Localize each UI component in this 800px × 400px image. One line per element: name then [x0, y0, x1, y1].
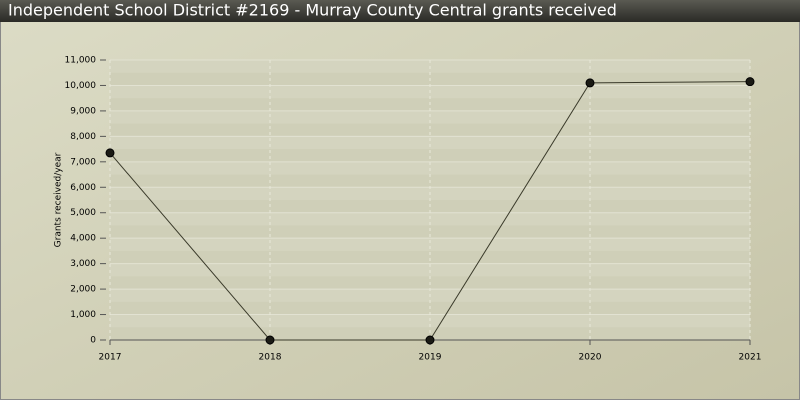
title-bar — [0, 0, 800, 22]
y-tick-label: 10,000 — [65, 81, 97, 91]
x-tick-label: 2020 — [579, 353, 602, 363]
chart-title: Independent School District #2169 - Murr… — [8, 1, 617, 20]
x-tick-label: 2017 — [99, 353, 122, 363]
y-tick-label: 3,000 — [70, 259, 96, 269]
y-tick-label: 7,000 — [70, 157, 96, 167]
y-tick-label: 9,000 — [70, 106, 96, 116]
point — [585, 78, 595, 88]
x-tick-label: 2018 — [259, 353, 282, 363]
point — [265, 335, 275, 345]
point — [425, 335, 435, 345]
y-tick-label: 6,000 — [70, 183, 96, 193]
y-tick-label: 4,000 — [70, 234, 96, 244]
y-tick-label: 11,000 — [65, 56, 97, 66]
y-axis-label: Grants received/year — [54, 152, 64, 247]
y-tick-label: 2,000 — [70, 285, 96, 295]
y-tick-label: 0 — [90, 336, 96, 346]
y-tick-label: 8,000 — [70, 132, 96, 142]
x-tick-label: 2021 — [739, 353, 762, 363]
point — [105, 148, 115, 158]
y-tick-label: 1,000 — [70, 310, 96, 320]
y-tick-label: 5,000 — [70, 208, 96, 218]
x-tick-label: 2019 — [419, 353, 442, 363]
point — [745, 77, 755, 87]
